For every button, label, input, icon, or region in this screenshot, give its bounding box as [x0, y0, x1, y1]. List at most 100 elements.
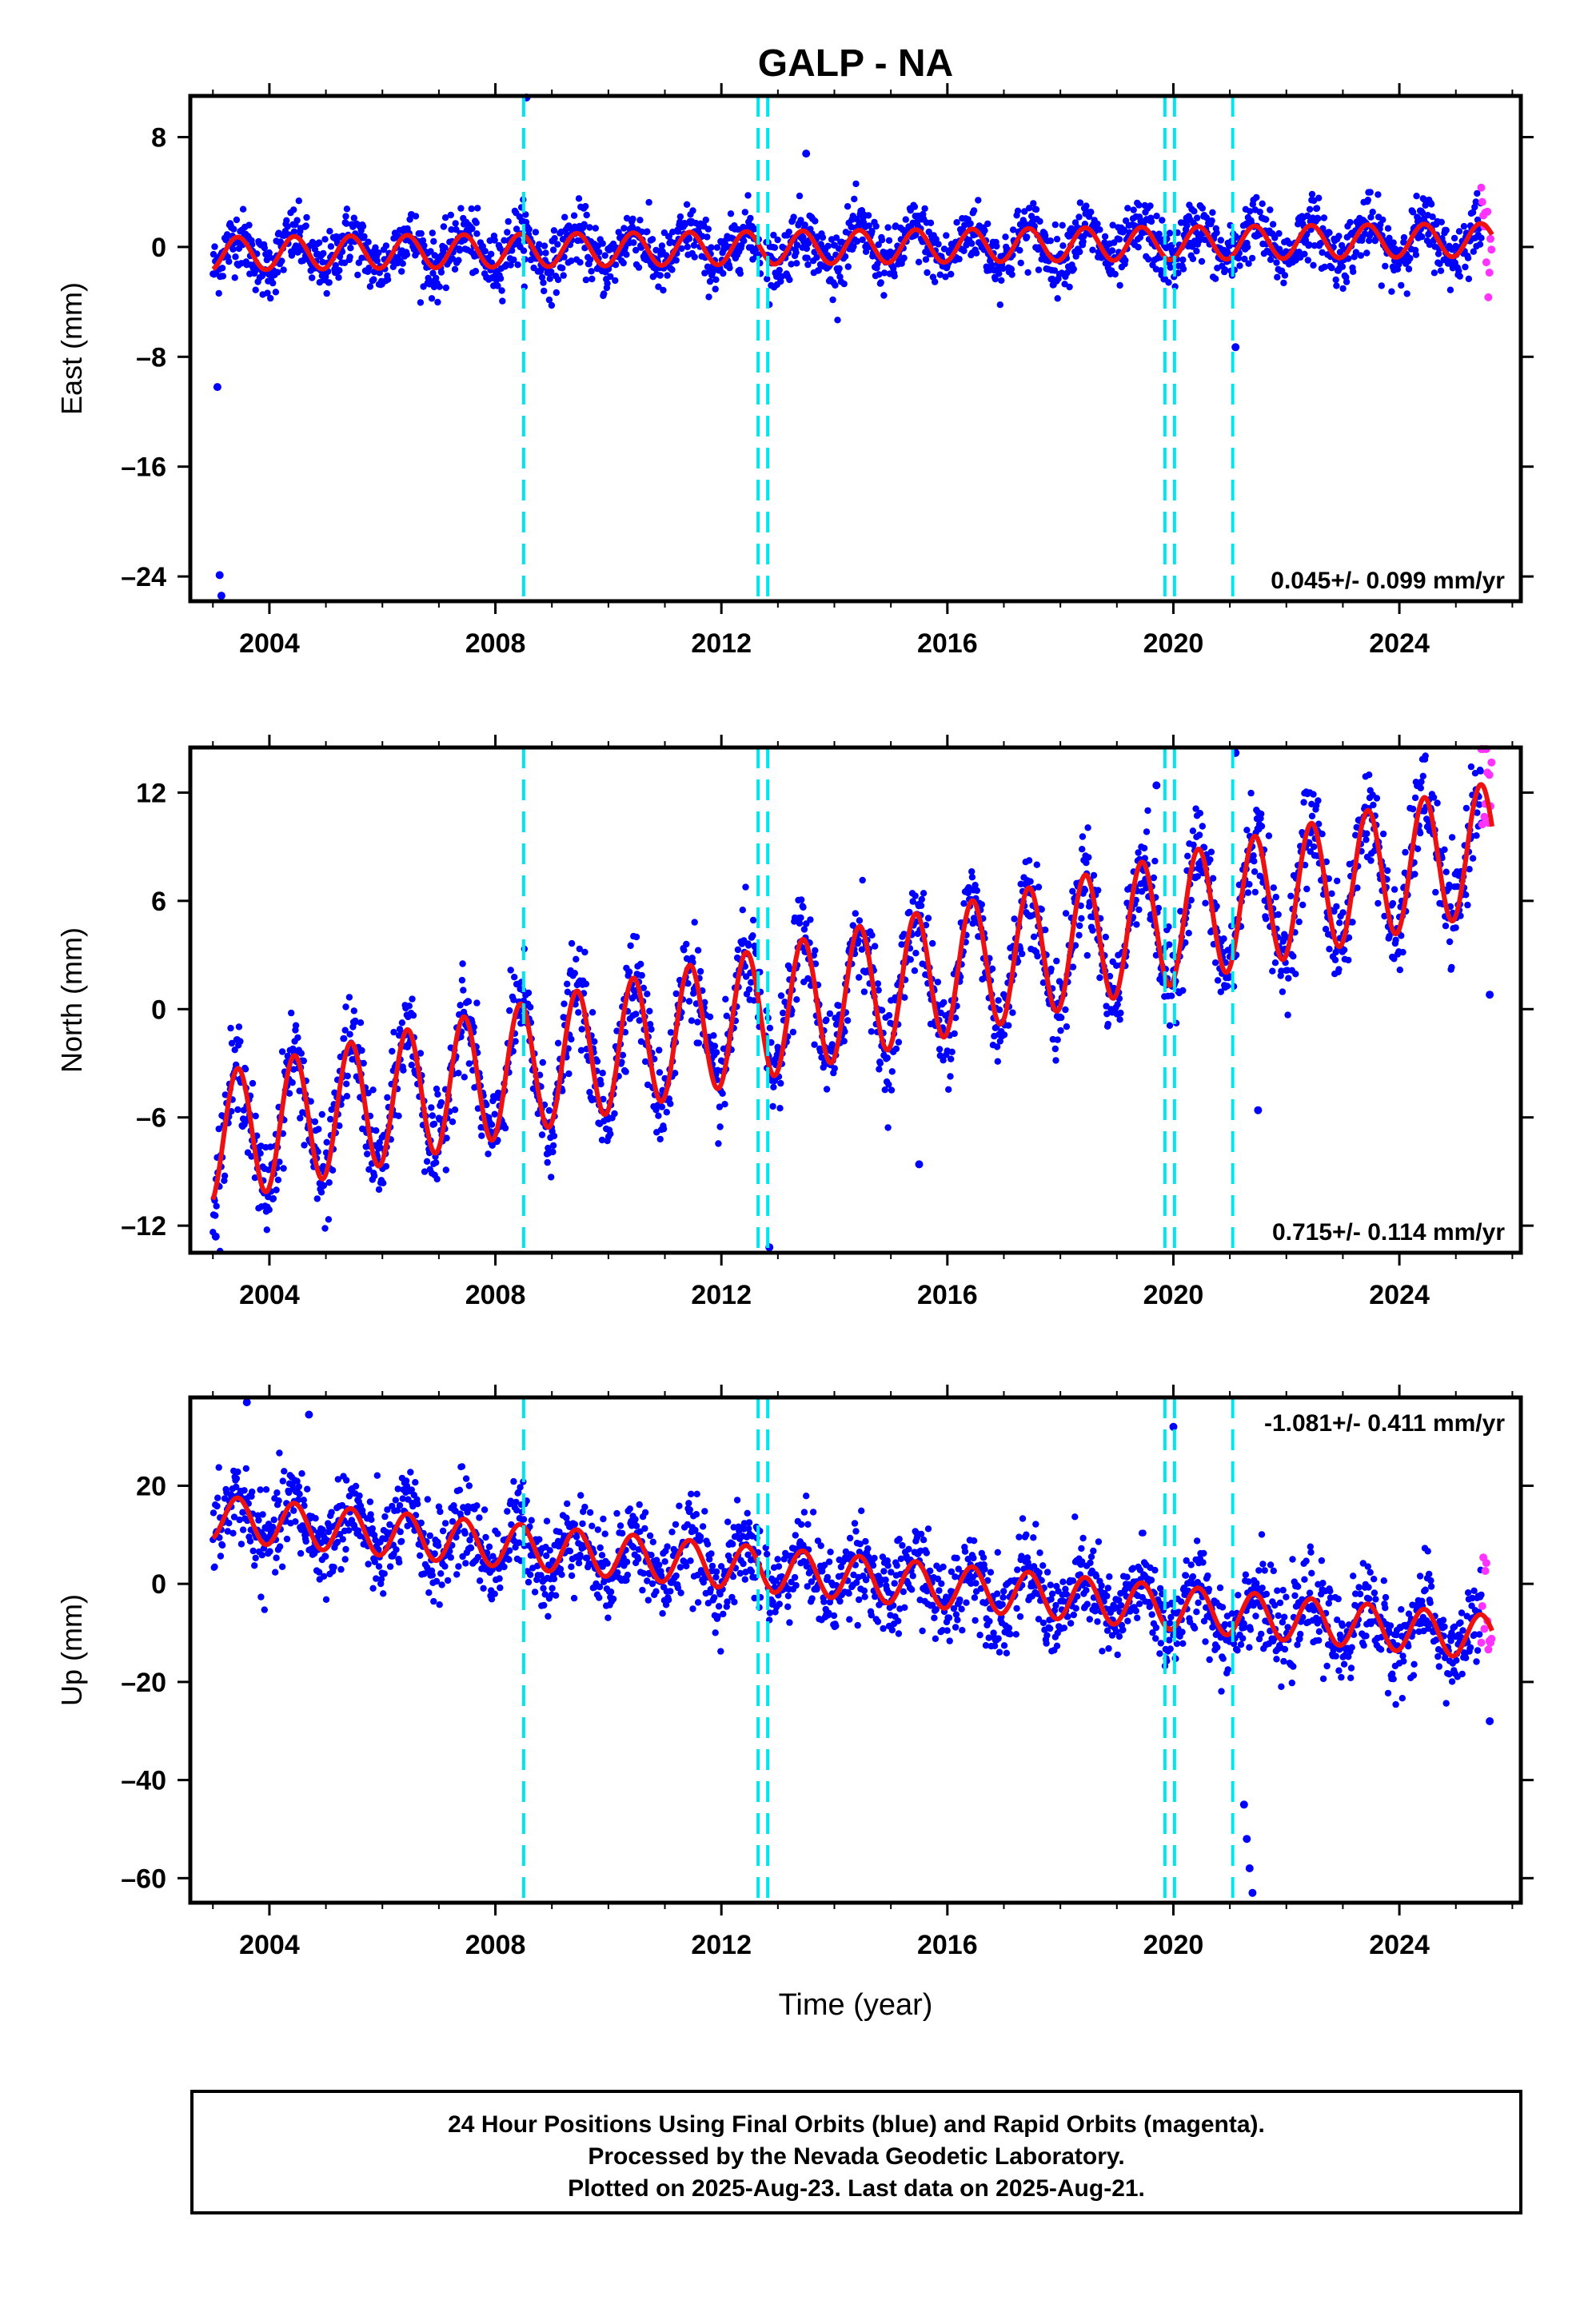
data-point [1035, 883, 1042, 890]
data-point [1063, 910, 1069, 916]
data-point [968, 221, 974, 227]
data-point [774, 237, 780, 243]
data-point [834, 317, 840, 323]
data-point [710, 1032, 716, 1038]
data-point [912, 950, 919, 956]
data-point [1112, 271, 1119, 277]
data-point [293, 217, 300, 223]
data-point [229, 1530, 236, 1537]
data-point [321, 1573, 327, 1580]
data-point [353, 1483, 359, 1489]
data-point [360, 223, 366, 229]
outlier-point [802, 149, 810, 157]
data-point [660, 1126, 667, 1132]
data-point [633, 934, 640, 940]
data-point [1282, 272, 1288, 278]
data-point [425, 1589, 432, 1596]
data-point [482, 1534, 489, 1541]
data-point [272, 1569, 278, 1576]
data-point [655, 1113, 661, 1119]
data-point [430, 238, 437, 245]
data-point [632, 1011, 639, 1017]
y-tick-label: –24 [121, 562, 166, 592]
data-point [369, 1086, 376, 1093]
data-point [697, 968, 704, 975]
data-point [1212, 959, 1219, 966]
data-point [997, 301, 1003, 308]
data-point [811, 1042, 817, 1048]
data-point [499, 297, 505, 304]
data-point [1266, 832, 1272, 839]
data-point [345, 1527, 352, 1533]
data-point [369, 1525, 376, 1532]
data-point [1307, 206, 1313, 213]
data-point [1339, 285, 1346, 292]
data-point [346, 253, 353, 260]
data-point [607, 1130, 613, 1137]
data-point [742, 883, 748, 890]
data-point [324, 1139, 330, 1146]
data-point [1309, 191, 1315, 197]
data-point [792, 249, 799, 256]
data-point [1446, 939, 1453, 945]
data-point [1321, 214, 1327, 221]
data-point [1053, 958, 1059, 964]
data-point [877, 1060, 884, 1066]
data-point [692, 919, 698, 925]
data-point [236, 1023, 242, 1030]
data-point [1290, 953, 1296, 959]
data-point [336, 267, 342, 273]
data-point [1079, 833, 1086, 839]
data-point [429, 1112, 436, 1118]
data-point [521, 247, 527, 253]
data-point [716, 1123, 723, 1130]
data-point [238, 1541, 245, 1547]
data-point [1401, 234, 1407, 241]
data-point [712, 1042, 718, 1049]
data-point [1117, 1010, 1123, 1016]
data-point [335, 274, 341, 281]
data-point [345, 1073, 351, 1079]
data-point [657, 1136, 664, 1142]
data-point [448, 212, 454, 218]
data-point [1438, 219, 1445, 225]
data-point [1191, 208, 1197, 214]
data-point [210, 1509, 217, 1516]
data-point [1270, 221, 1276, 227]
data-point [281, 1468, 287, 1474]
data-point [327, 1116, 333, 1122]
data-point [1059, 222, 1066, 229]
data-point [1478, 235, 1484, 241]
data-point [572, 970, 578, 976]
data-point [253, 1113, 259, 1119]
data-point [1462, 891, 1469, 898]
data-point [1052, 1057, 1059, 1063]
data-point [1315, 215, 1321, 221]
data-point [406, 1003, 413, 1009]
data-point [1246, 881, 1252, 887]
data-point [935, 979, 941, 985]
data-point [592, 225, 599, 231]
data-point [554, 241, 561, 247]
data-point [884, 224, 891, 230]
data-point [296, 1483, 302, 1489]
data-point [1280, 280, 1287, 286]
data-point [549, 1149, 556, 1155]
data-point [213, 1503, 220, 1509]
data-point [1001, 1031, 1007, 1038]
x-axis-title: Time (year) [779, 1988, 933, 2022]
data-point [1413, 252, 1419, 258]
data-point [1079, 846, 1085, 852]
data-point [1335, 966, 1342, 972]
data-point [434, 1091, 441, 1098]
data-point [1059, 242, 1066, 249]
data-point [720, 270, 726, 277]
data-point [273, 1186, 279, 1193]
data-point [776, 267, 783, 273]
data-point [745, 942, 752, 948]
data-point [1299, 902, 1306, 908]
data-point [735, 947, 741, 953]
data-point [918, 903, 924, 909]
data-point [453, 1571, 460, 1577]
x-tick-label: 2024 [1369, 1280, 1430, 1310]
